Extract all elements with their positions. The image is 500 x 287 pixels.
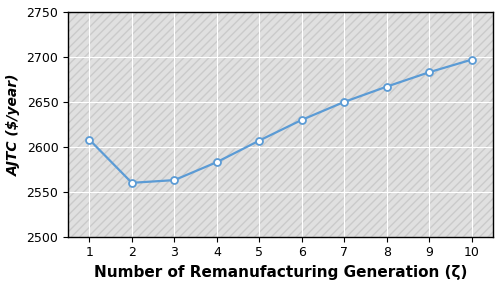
X-axis label: Number of Remanufacturing Generation (ζ): Number of Remanufacturing Generation (ζ) <box>94 265 468 280</box>
Y-axis label: AJTC ($/year): AJTC ($/year) <box>7 73 21 176</box>
